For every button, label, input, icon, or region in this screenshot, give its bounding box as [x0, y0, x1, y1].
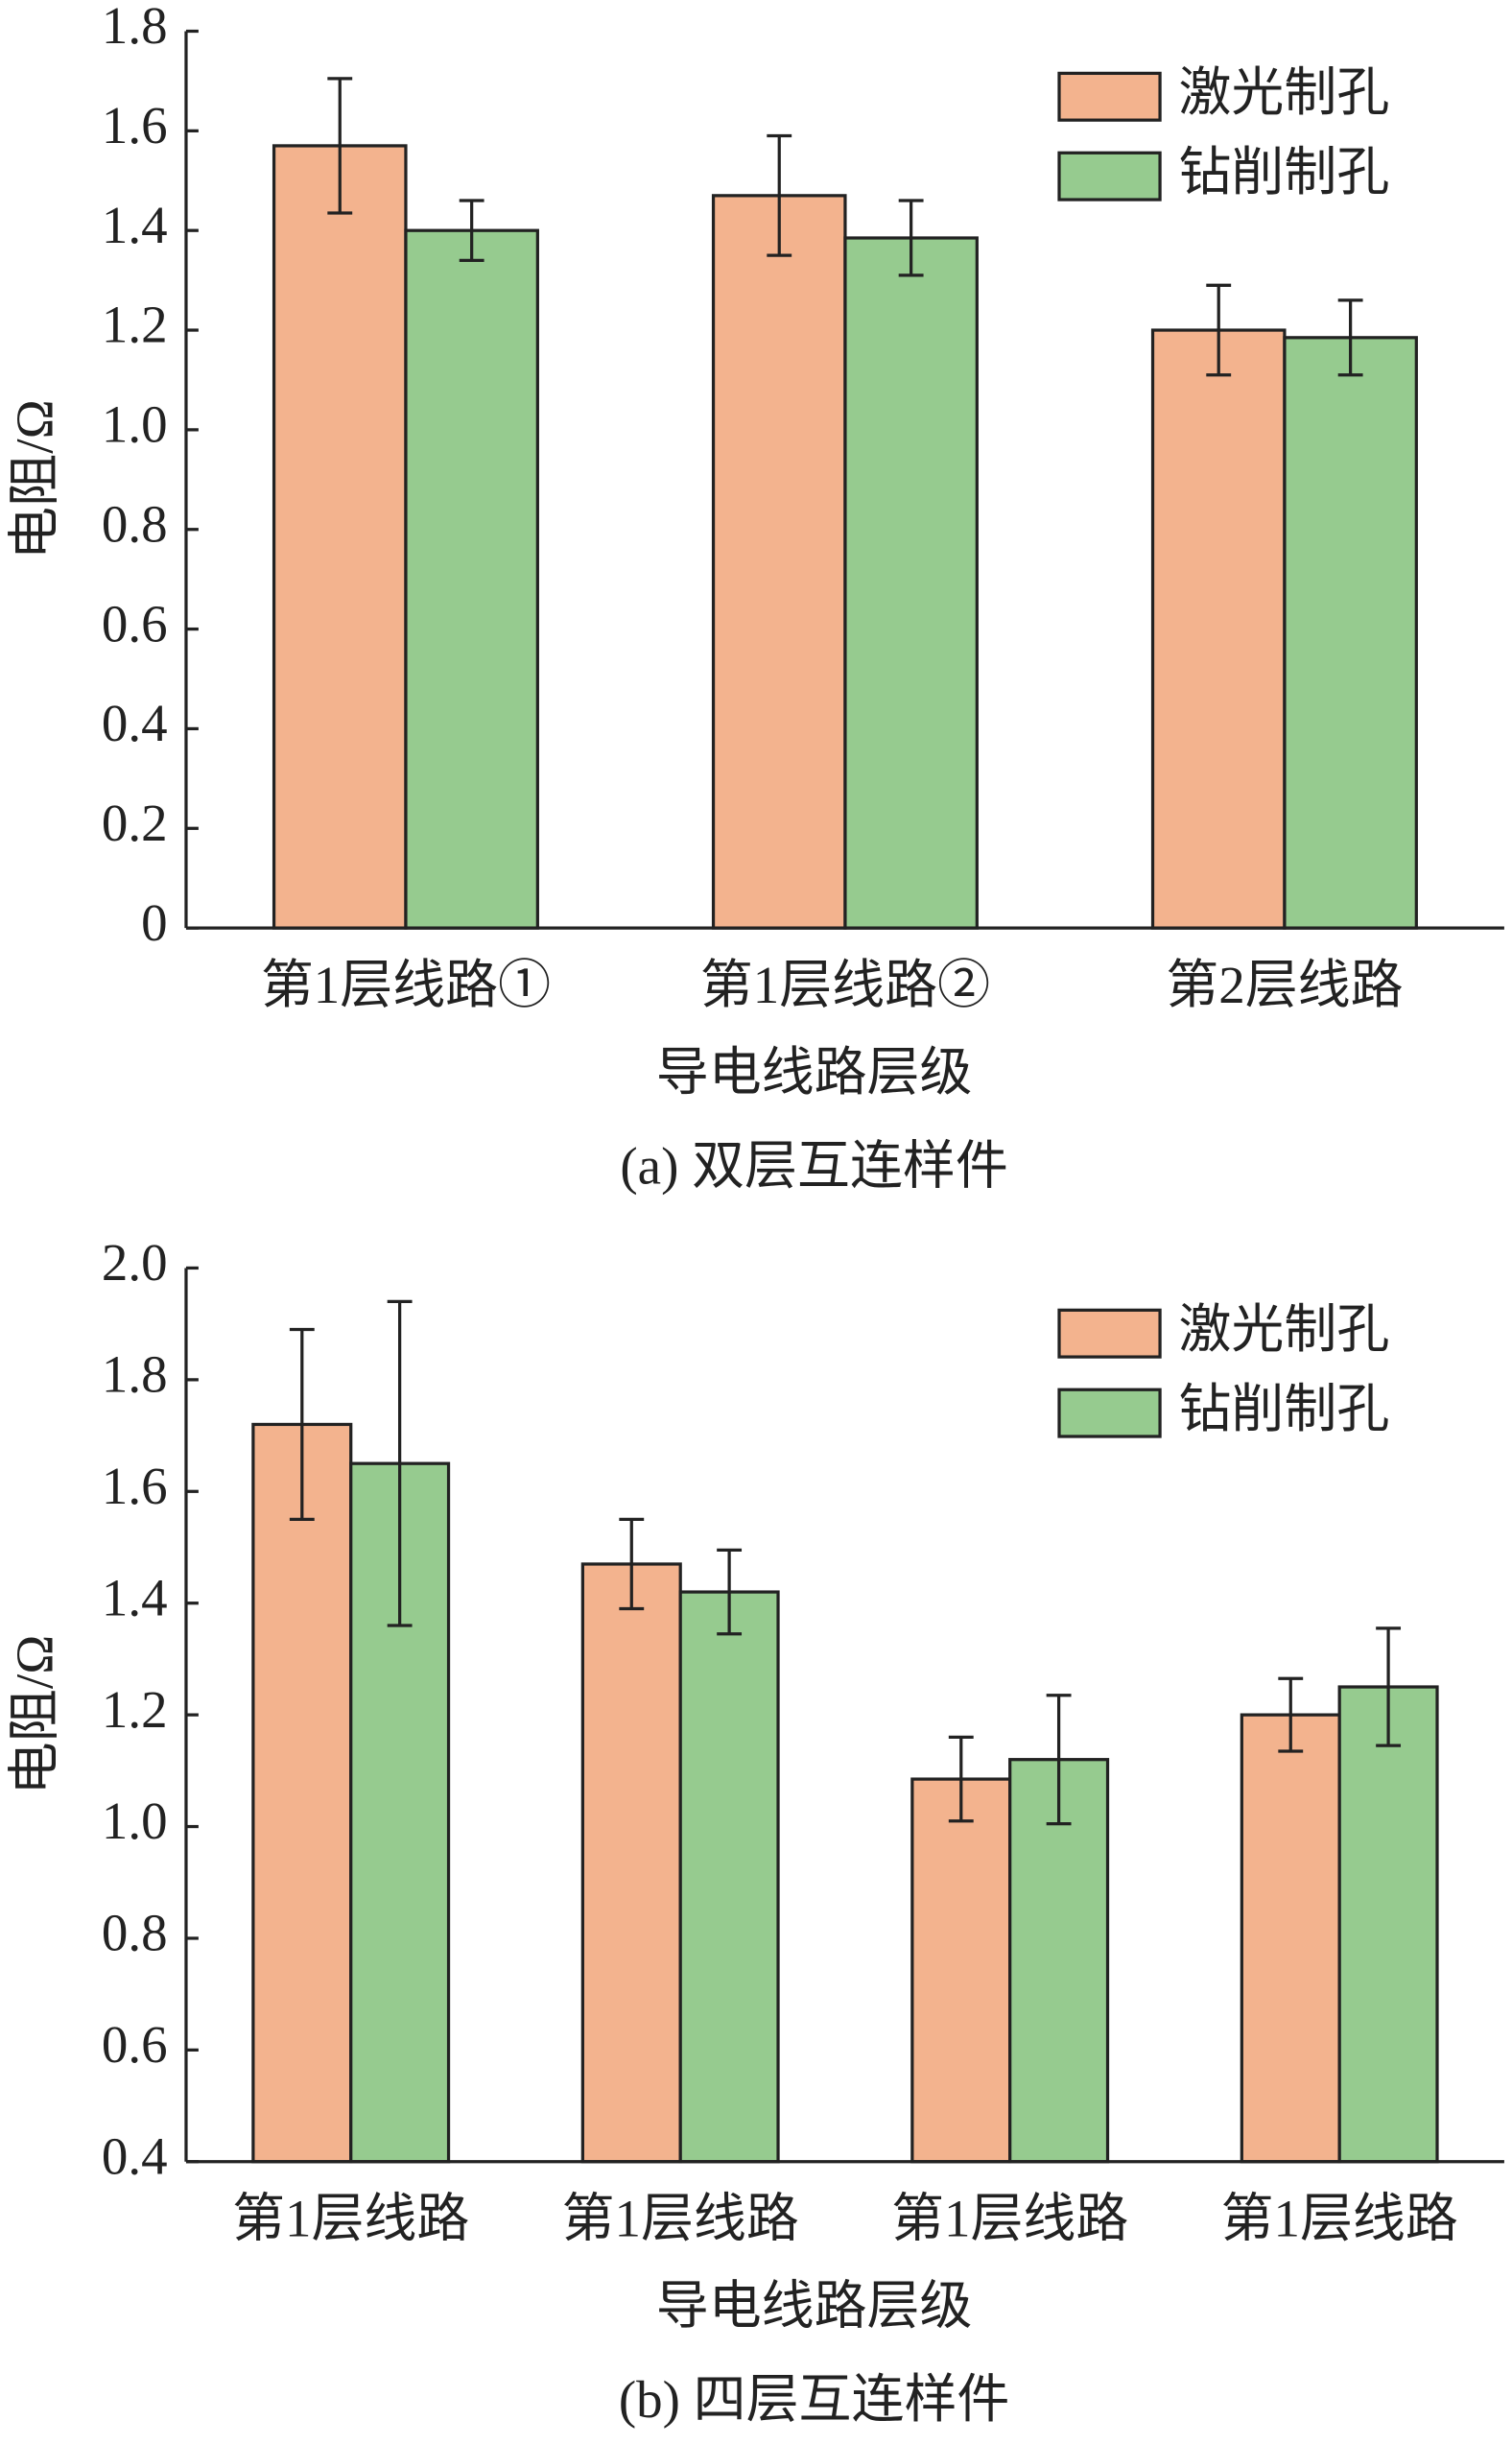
- y-tick-label: 1.2: [102, 1680, 168, 1739]
- y-tick-label: 0.2: [102, 794, 168, 852]
- legend-label: 钻削制孔: [1178, 143, 1389, 202]
- y-tick-label: 1.2: [102, 296, 168, 354]
- x-tick-label: 第1层线路②: [700, 956, 990, 1014]
- legend-label: 激光制孔: [1178, 63, 1389, 122]
- bar: [678, 1590, 780, 2164]
- caption: (a) 双层互连样件: [620, 1136, 1007, 1195]
- y-axis-label: 电阻/Ω: [6, 399, 64, 559]
- y-tick-label: 1.4: [102, 1568, 168, 1626]
- legend-swatch: [1057, 1388, 1162, 1438]
- x-axis-label: 导电线路层级: [656, 1043, 973, 1102]
- caption: (b) 四层互连样件: [619, 2370, 1010, 2429]
- y-tick-label: 0.4: [102, 2126, 168, 2185]
- y-tick-label: 1.4: [102, 196, 168, 254]
- x-tick-label: 第1层线路①: [261, 956, 551, 1014]
- x-tick-label: 第1层线路: [891, 2189, 1128, 2247]
- legend-swatch: [1057, 151, 1162, 202]
- bar: [1337, 1685, 1439, 2164]
- x-tick-label: 第1层线路: [232, 2189, 469, 2247]
- y-tick-label: 2.0: [102, 1233, 168, 1292]
- y-tick-label: 0.6: [102, 2015, 168, 2074]
- y-axis-label: 电阻/Ω: [6, 1635, 64, 1795]
- y-tick-label: 1.6: [102, 1457, 168, 1515]
- y-tick-label: 0: [141, 893, 167, 952]
- bar: [1150, 328, 1287, 930]
- legend-label: 钻削制孔: [1178, 1380, 1389, 1438]
- y-tick-label: 1.0: [102, 394, 168, 453]
- bar: [580, 1562, 682, 2164]
- bar: [1283, 336, 1418, 930]
- legend-label: 激光制孔: [1178, 1300, 1389, 1359]
- x-tick-label: 第1层线路: [1221, 2189, 1458, 2247]
- x-tick-label: 第1层线路: [562, 2189, 799, 2247]
- legend-swatch: [1057, 71, 1162, 122]
- y-tick-label: 0.4: [102, 694, 168, 752]
- y-tick-label: 1.0: [102, 1791, 168, 1850]
- legend-swatch: [1057, 1308, 1162, 1359]
- y-tick-label: 0.8: [102, 1904, 168, 1962]
- y-tick-label: 1.6: [102, 96, 168, 154]
- bar: [1240, 1713, 1341, 2164]
- y-tick-label: 0.8: [102, 494, 168, 553]
- bar: [1008, 1758, 1110, 2164]
- bar: [251, 1422, 353, 2164]
- bar: [711, 194, 847, 930]
- bar: [272, 144, 408, 930]
- x-tick-label: 第2层线路: [1166, 956, 1403, 1014]
- bar: [910, 1777, 1012, 2164]
- y-tick-label: 1.8: [102, 1344, 168, 1403]
- y-tick-label: 1.8: [102, 0, 168, 55]
- bar: [404, 228, 539, 930]
- x-axis-label: 导电线路层级: [656, 2276, 973, 2335]
- y-tick-label: 0.6: [102, 594, 168, 653]
- bar: [843, 236, 979, 930]
